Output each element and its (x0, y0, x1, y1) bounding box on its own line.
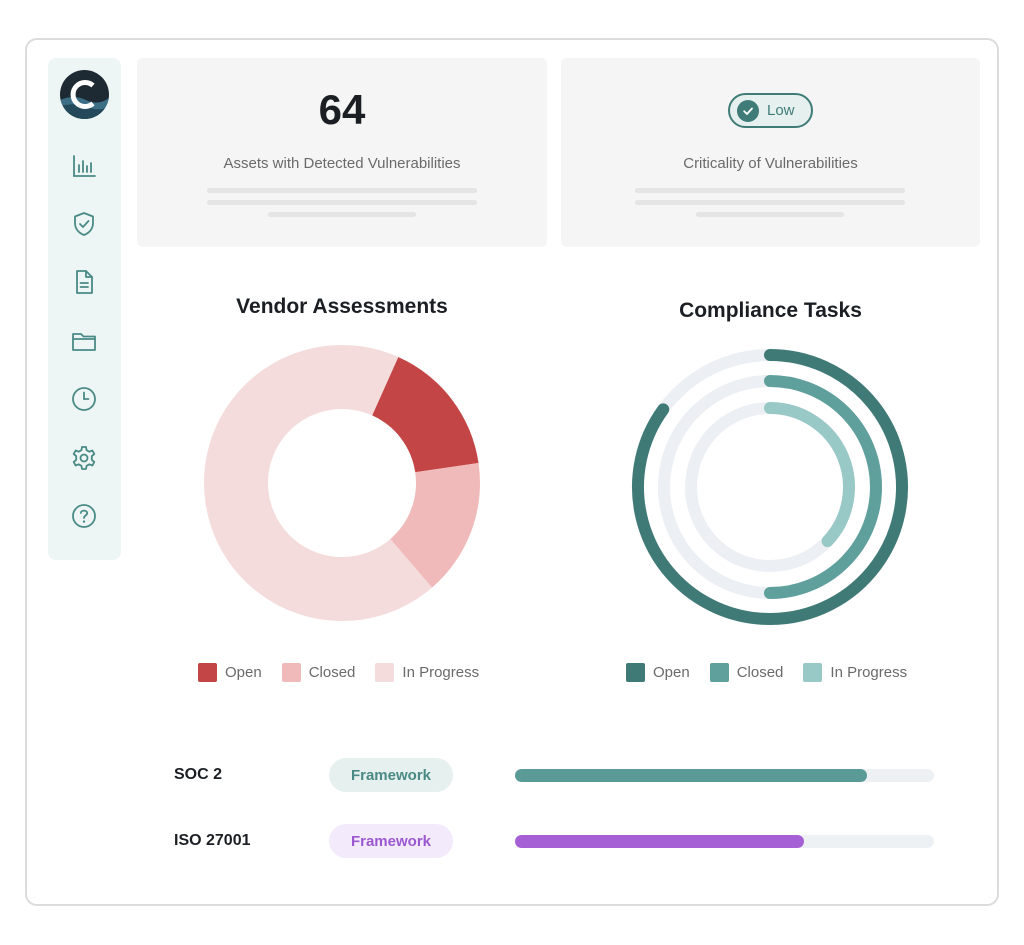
framework-tag[interactable]: Framework (329, 824, 453, 858)
vendor-assessments-title: Vendor Assessments (236, 295, 448, 318)
sidebar (48, 58, 121, 560)
legend-swatch (709, 663, 729, 682)
assets-vulnerabilities-card: 64 Assets with Detected Vulnerabilities (137, 58, 547, 247)
framework-name: ISO 27001 (174, 832, 251, 849)
compliance-tasks-chart (632, 349, 908, 625)
ring-arc-closed (764, 375, 882, 599)
legend-label: Closed (308, 664, 356, 681)
donut-slice-in-progress (204, 345, 433, 621)
legend-item-in-progress: In Progress (375, 663, 479, 682)
compliance-legend: Open Closed In Progress (626, 663, 927, 682)
framework-tag[interactable]: Framework (329, 758, 453, 792)
check-icon (737, 99, 759, 122)
legend-item-open: Open (198, 663, 262, 682)
gear-icon[interactable] (70, 444, 98, 472)
legend-label: Closed (736, 664, 784, 681)
document-icon[interactable] (70, 268, 98, 296)
assets-count: 64 (318, 86, 366, 133)
help-icon[interactable] (70, 502, 98, 530)
framework-row-soc2: SOC 2 Framework (0, 758, 1024, 794)
legend-swatch (803, 663, 823, 682)
vendor-legend: Open Closed In Progress (198, 663, 499, 682)
framework-name: SOC 2 (174, 766, 223, 783)
criticality-value: Low (767, 102, 795, 119)
skeleton-line (696, 212, 844, 217)
legend-label: Open (653, 664, 690, 681)
ring-arc-in-progress (764, 402, 855, 548)
progress-track (515, 769, 934, 782)
legend-label: Open (225, 664, 262, 681)
framework-row-iso27001: ISO 27001 Framework (0, 824, 1024, 860)
legend-swatch (198, 663, 217, 682)
donut-slice-open (372, 356, 479, 473)
vendor-assessments-chart (204, 345, 480, 621)
brand-logo-icon[interactable] (60, 70, 109, 119)
legend-item-closed: Closed (281, 663, 356, 682)
legend-swatch (375, 663, 395, 682)
compliance-tasks-title: Compliance Tasks (679, 299, 862, 322)
bar-chart-icon[interactable] (70, 152, 98, 180)
progress-fill (515, 769, 867, 782)
skeleton-line (268, 212, 416, 217)
ring-arc-open (632, 349, 908, 625)
shield-check-icon[interactable] (70, 210, 98, 238)
legend-swatch (281, 663, 301, 682)
legend-label: In Progress (830, 664, 908, 681)
skeleton-line (635, 188, 905, 193)
progress-track (515, 835, 934, 848)
legend-item-open: Open (626, 663, 690, 682)
criticality-card: Criticality of Vulnerabilities (561, 58, 980, 247)
legend-item-in-progress: In Progress (803, 663, 907, 682)
progress-fill (515, 835, 805, 848)
legend-item-closed: Closed (709, 663, 784, 682)
assets-label: Assets with Detected Vulnerabilities (223, 155, 461, 172)
donut-slice-closed (390, 462, 480, 588)
legend-label: In Progress (402, 664, 480, 681)
criticality-badge: Low (728, 93, 813, 128)
clock-icon[interactable] (70, 385, 98, 413)
skeleton-line (207, 200, 477, 205)
skeleton-line (635, 200, 905, 205)
criticality-label: Criticality of Vulnerabilities (683, 155, 858, 172)
skeleton-line (207, 188, 477, 193)
legend-swatch (626, 663, 645, 682)
folder-icon[interactable] (70, 327, 98, 355)
